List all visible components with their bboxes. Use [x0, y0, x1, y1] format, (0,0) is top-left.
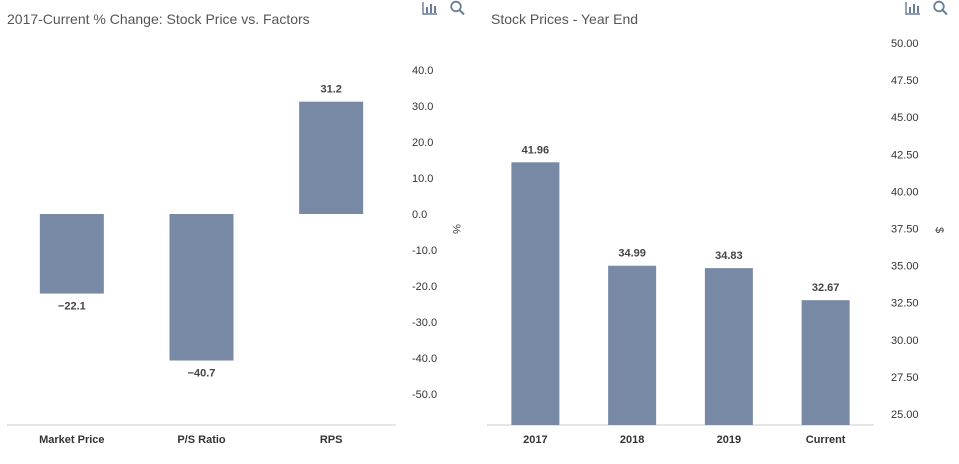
- data-label: 32.67: [812, 282, 840, 294]
- y-tick-label: 35.00: [891, 261, 919, 273]
- stock-price-chart-panel: Stock Prices - Year End 50.00 47.50 45.00 4…: [480, 0, 959, 464]
- y-tick-label: 10.0: [412, 173, 433, 185]
- percent-change-chart-panel: 2017-Current % Change: Stock Price vs. F…: [7, 0, 467, 446]
- bar: [608, 265, 657, 425]
- chart-toolbar: [421, 0, 467, 16]
- data-label: 31.2: [320, 84, 341, 96]
- y-tick-label: -20.0: [412, 281, 437, 293]
- y-axis-label: %: [450, 224, 462, 234]
- y-tick-label: 25.00: [891, 409, 919, 421]
- y-tick-label: -30.0: [412, 317, 437, 329]
- y-tick-label: 50.00: [891, 38, 919, 50]
- y-tick-label: 30.00: [891, 335, 919, 347]
- y-tick-label: -50.0: [412, 389, 437, 401]
- y-tick-label: 30.0: [412, 101, 433, 113]
- bar: [299, 101, 364, 214]
- chart-title: Stock Prices - Year End: [491, 11, 639, 27]
- x-tick-label: P/S Ratio: [177, 434, 226, 446]
- data-label: −40.7: [188, 368, 216, 380]
- data-label: 34.83: [715, 250, 743, 262]
- percent-change-bar-chart: 40.0 30.0 20.0 10.0 0.0 -10.0 -20.0 -30.0 -40.0 -…: [7, 65, 462, 446]
- x-tick-label: 2018: [620, 434, 644, 446]
- x-tick-label: 2019: [717, 434, 741, 446]
- chart-toolbar: [904, 0, 950, 16]
- zoom-icon[interactable]: [932, 0, 950, 16]
- x-tick-label: Current: [806, 434, 846, 446]
- x-tick-label: RPS: [320, 434, 343, 446]
- bar: [704, 268, 753, 425]
- bar: [169, 214, 234, 361]
- bar: [801, 300, 850, 425]
- x-tick-label: Market Price: [39, 434, 104, 446]
- y-tick-label: 47.50: [891, 75, 919, 87]
- bar: [39, 214, 104, 294]
- y-tick-label: 37.50: [891, 224, 919, 236]
- x-tick-label: 2017: [523, 434, 547, 446]
- y-tick-label: 32.50: [891, 298, 919, 310]
- chart-title: 2017-Current % Change: Stock Price vs. F…: [7, 11, 310, 27]
- y-tick-label: 40.00: [891, 186, 919, 198]
- y-tick-label: -10.0: [412, 245, 437, 257]
- chart-menu-icon[interactable]: [421, 0, 439, 16]
- zoom-icon[interactable]: [449, 0, 467, 16]
- y-tick-label: 27.50: [891, 372, 919, 384]
- data-label: 41.96: [522, 144, 550, 156]
- data-label: −22.1: [58, 301, 86, 313]
- y-tick-label: 42.50: [891, 149, 919, 161]
- data-label: 34.99: [618, 248, 646, 260]
- bar: [511, 162, 560, 425]
- chart-menu-icon[interactable]: [904, 0, 922, 16]
- y-tick-label: 45.00: [891, 112, 919, 124]
- y-tick-label: 20.0: [412, 137, 433, 149]
- stock-price-bar-chart: 50.00 47.50 45.00 42.50 40.00 37.50 35.00 32.50…: [487, 38, 945, 446]
- y-tick-label: 40.0: [412, 65, 433, 77]
- y-axis-label: $: [933, 227, 945, 233]
- y-tick-label: -40.0: [412, 353, 437, 365]
- y-tick-label: 0.0: [412, 209, 427, 221]
